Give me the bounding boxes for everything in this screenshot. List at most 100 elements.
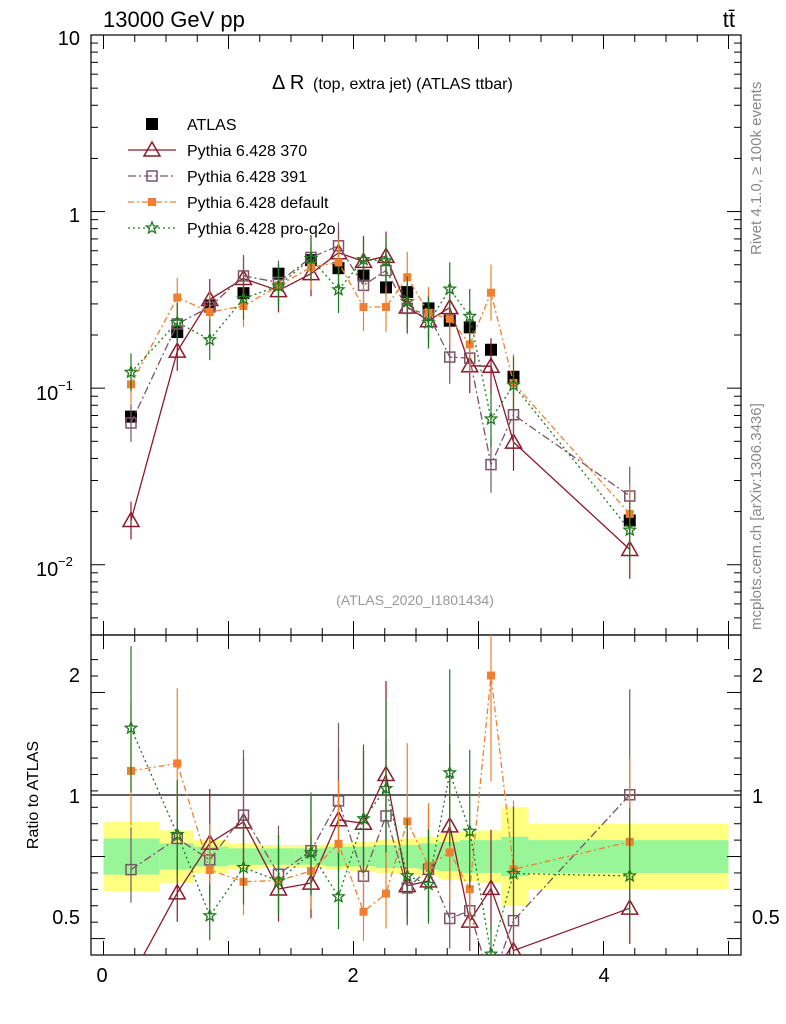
ratio-point-pythia-6-428-default	[173, 759, 182, 768]
ratio-point-pythia-6-428-default	[382, 889, 390, 898]
series-line-pythia-6-428-pro-q2o	[130, 257, 631, 531]
legend-marker-pythia-6-428-pro-q2o	[144, 220, 160, 235]
ratio-bands	[103, 807, 729, 906]
legend-label-atlas: ATLAS	[187, 117, 237, 134]
ratio-point-pythia-6-428-pro-q2o	[236, 859, 251, 874]
ratio-point-pythia-6-428-pro-q2o	[356, 810, 371, 826]
series-pythia-6-428-pro-q2o	[123, 235, 638, 560]
ratio-point-pythia-6-428-default	[205, 865, 214, 874]
data-point-pythia-6-428-default	[445, 314, 454, 323]
x-tick-label-0: 0	[96, 965, 107, 987]
data-point-pythia-6-428-pro-q2o	[271, 278, 286, 293]
ratio-point-pythia-6-428-pro-q2o	[506, 865, 521, 880]
data-point-pythia-6-428-pro-q2o	[169, 314, 185, 329]
y-tick-label-0.1: 10 −1	[36, 378, 73, 405]
ratio-point-pythia-6-428-370	[481, 878, 501, 896]
series-atlas	[125, 254, 636, 527]
data-point-pythia-6-428-pro-q2o	[236, 290, 251, 305]
series-pythia-6-428-391	[125, 222, 636, 526]
band-inner	[259, 848, 295, 865]
data-point-pythia-6-428-default	[487, 288, 495, 297]
data-point-pythia-6-428-pro-q2o	[303, 250, 319, 265]
ratio-point-pythia-6-428-pro-q2o	[202, 907, 218, 923]
data-point-pythia-6-428-pro-q2o	[399, 293, 415, 308]
ratio-point-pythia-6-428-default	[465, 885, 474, 894]
ratio-point-pythia-6-428-370	[505, 941, 522, 955]
ratio-point-pythia-6-428-pro-q2o	[399, 868, 415, 883]
svg-text:−1: −1	[58, 378, 73, 393]
rivet-version-label: Rivet 4.1.0, ≥ 100k events	[748, 82, 765, 255]
band-inner	[159, 843, 194, 870]
ratio-point-pythia-6-428-pro-q2o	[421, 876, 436, 891]
analysis-tag: (ATLAS_2020_I1801434)	[336, 592, 494, 608]
ratio-tick-label-1-right: 1	[752, 786, 763, 808]
ratio-series-pythia-6-428-pro-q2o	[123, 646, 638, 955]
ratio-tick-label-1: 1	[69, 786, 80, 808]
data-point-pythia-6-428-370	[481, 356, 501, 374]
legend-marker-atlas	[146, 118, 158, 130]
ratio-point-pythia-6-428-pro-q2o	[271, 873, 286, 888]
band-inner	[193, 846, 229, 867]
ratio-point-pythia-6-428-391	[486, 979, 496, 989]
y-tick-label-10: 10	[58, 28, 80, 50]
ratio-point-pythia-6-428-default	[334, 839, 343, 848]
legend-marker-pythia-6-428-391	[146, 170, 158, 182]
legend-label-pythia-6-428-370: Pythia 6.428 370	[187, 143, 307, 160]
y-tick-label-0.01: 10 −2	[36, 554, 73, 581]
ratio-line-pythia-6-428-pro-q2o	[130, 727, 630, 955]
data-point-pythia-6-428-default	[465, 340, 474, 349]
axis-ticks	[91, 34, 741, 955]
legend-marker-pythia-6-428-370	[142, 140, 162, 157]
ratio-point-pythia-6-428-default	[359, 907, 368, 916]
legend-label-pythia-6-428-391: Pythia 6.428 391	[187, 169, 307, 186]
series-line-pythia-6-428-default	[130, 261, 631, 515]
series-line-pythia-6-428-391	[130, 244, 631, 497]
ratio-point-pythia-6-428-default	[487, 671, 495, 680]
ratio-point-pythia-6-428-default	[445, 848, 454, 857]
data-point-pythia-6-428-pro-q2o	[442, 281, 458, 296]
data-point-pythia-6-428-default	[334, 258, 343, 267]
ratio-series	[123, 635, 640, 989]
ratio-point-pythia-6-428-391	[444, 912, 456, 925]
data-point-pythia-6-428-default	[359, 303, 368, 312]
source-label: mcplots.cern.ch [arXiv:1306.3436]	[748, 403, 765, 630]
data-point-pythia-6-428-default	[205, 307, 214, 316]
legend-marker-pythia-6-428-default	[148, 198, 156, 206]
ratio-point-pythia-6-428-391	[125, 863, 137, 876]
ratio-tick-label-2: 2	[69, 665, 80, 687]
ratio-point-pythia-6-428-pro-q2o	[378, 780, 394, 795]
ratio-point-pythia-6-428-pro-q2o	[442, 765, 458, 780]
x-tick-label-2: 2	[347, 965, 358, 987]
ratio-line-pythia-6-428-391	[130, 794, 631, 955]
ratio-point-pythia-6-428-pro-q2o	[123, 720, 139, 735]
data-point-pythia-6-428-pro-q2o	[202, 331, 218, 347]
data-point-pythia-6-428-default	[173, 293, 182, 302]
main-series	[121, 222, 640, 579]
energy-label: 13000 GeV pp	[103, 7, 245, 32]
data-point-pythia-6-428-pro-q2o	[483, 411, 499, 426]
band-inner	[478, 840, 501, 873]
ratio-point-pythia-6-428-pro-q2o	[622, 868, 638, 883]
y-tick-label-1: 1	[69, 205, 80, 227]
ratio-y-axis-label: Ratio to ATLAS	[25, 741, 42, 849]
data-point-pythia-6-428-pro-q2o	[421, 314, 436, 329]
ratio-point-pythia-6-428-pro-q2o	[483, 946, 499, 955]
x-tick-label-4: 4	[598, 965, 609, 987]
svg-text:10: 10	[36, 383, 58, 405]
legend-label-pythia-6-428-default: Pythia 6.428 default	[187, 195, 329, 212]
data-point-pythia-6-428-pro-q2o	[378, 252, 394, 268]
data-point-pythia-6-428-pro-q2o	[331, 281, 346, 297]
ratio-tick-label-2-right: 2	[752, 665, 763, 687]
data-point-pythia-6-428-pro-q2o	[622, 522, 638, 537]
band-inner	[376, 845, 398, 869]
legend: ATLAS Pythia 6.428 370 Pythia 6.428 391 Pyt…	[128, 117, 336, 238]
band-inner	[228, 848, 260, 865]
chart-title-main: Δ R	[272, 72, 304, 94]
data-point-pythia-6-428-pro-q2o	[506, 377, 521, 392]
ratio-tick-label-0.5: 0.5	[52, 907, 80, 929]
data-point-pythia-6-428-pro-q2o	[462, 308, 478, 323]
process-label: tt̄	[723, 7, 735, 32]
ratio-point-pythia-6-428-pro-q2o	[331, 888, 346, 904]
ratio-tick-label-0.5-right: 0.5	[752, 907, 780, 929]
